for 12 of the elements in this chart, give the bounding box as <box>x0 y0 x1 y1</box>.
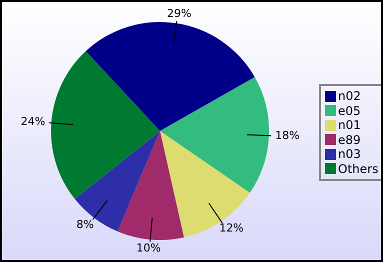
legend-label: e89 <box>338 132 361 147</box>
data-label: 18% <box>275 128 300 142</box>
legend-label: n02 <box>338 89 361 104</box>
legend-label: n03 <box>338 147 361 162</box>
legend-label: n01 <box>338 118 361 132</box>
legend-label: e05 <box>338 104 361 118</box>
data-label: 10% <box>136 242 161 255</box>
legend-label: Others <box>338 162 378 176</box>
data-label: 24% <box>20 115 46 128</box>
data-label: 29% <box>167 7 192 20</box>
data-label: 8% <box>76 218 94 231</box>
data-label: 12% <box>219 222 244 235</box>
